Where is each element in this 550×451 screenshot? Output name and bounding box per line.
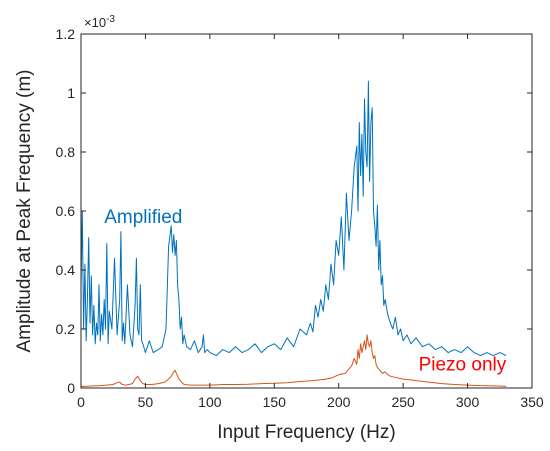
y-tick-label: 0.8 [56, 144, 76, 160]
annotation-layer: Amplified Piezo only [104, 207, 507, 375]
x-tick-label: 50 [138, 394, 154, 410]
x-tick-label: 350 [520, 394, 544, 410]
x-tick-label: 300 [456, 394, 480, 410]
y-tick-label: 0 [67, 380, 75, 396]
series-line-piezo-only [80, 334, 507, 387]
annotation-amplified: Amplified [104, 207, 182, 228]
series-line-amplified [80, 80, 507, 357]
y-tick-label: 1 [67, 85, 75, 101]
x-axis-title: Input Frequency (Hz) [217, 422, 395, 443]
exponent-base: ×10 [84, 15, 106, 30]
y-axis-exponent: ×10-3 [84, 14, 115, 30]
y-tick-label: 1.2 [56, 26, 76, 42]
y-tick-label: 0.6 [56, 203, 76, 219]
y-tick-label: 0.2 [56, 321, 76, 337]
annotation-piezo-only: Piezo only [419, 354, 507, 375]
y-tick-label: 0.4 [56, 262, 76, 278]
x-tick-label: 100 [198, 394, 222, 410]
x-tick-label: 150 [263, 394, 287, 410]
exponent-power: -3 [106, 14, 115, 25]
y-axis: 0 0.2 0.4 0.6 0.8 1 1.2 [56, 26, 532, 396]
x-tick-label: 0 [77, 394, 85, 410]
series-layer [80, 80, 507, 387]
y-axis-title: Amplitude at Peak Frequency (m) [14, 69, 35, 352]
x-tick-label: 250 [391, 394, 415, 410]
x-axis: 0 50 100 150 200 250 300 350 [77, 34, 544, 410]
x-tick-label: 200 [327, 394, 351, 410]
